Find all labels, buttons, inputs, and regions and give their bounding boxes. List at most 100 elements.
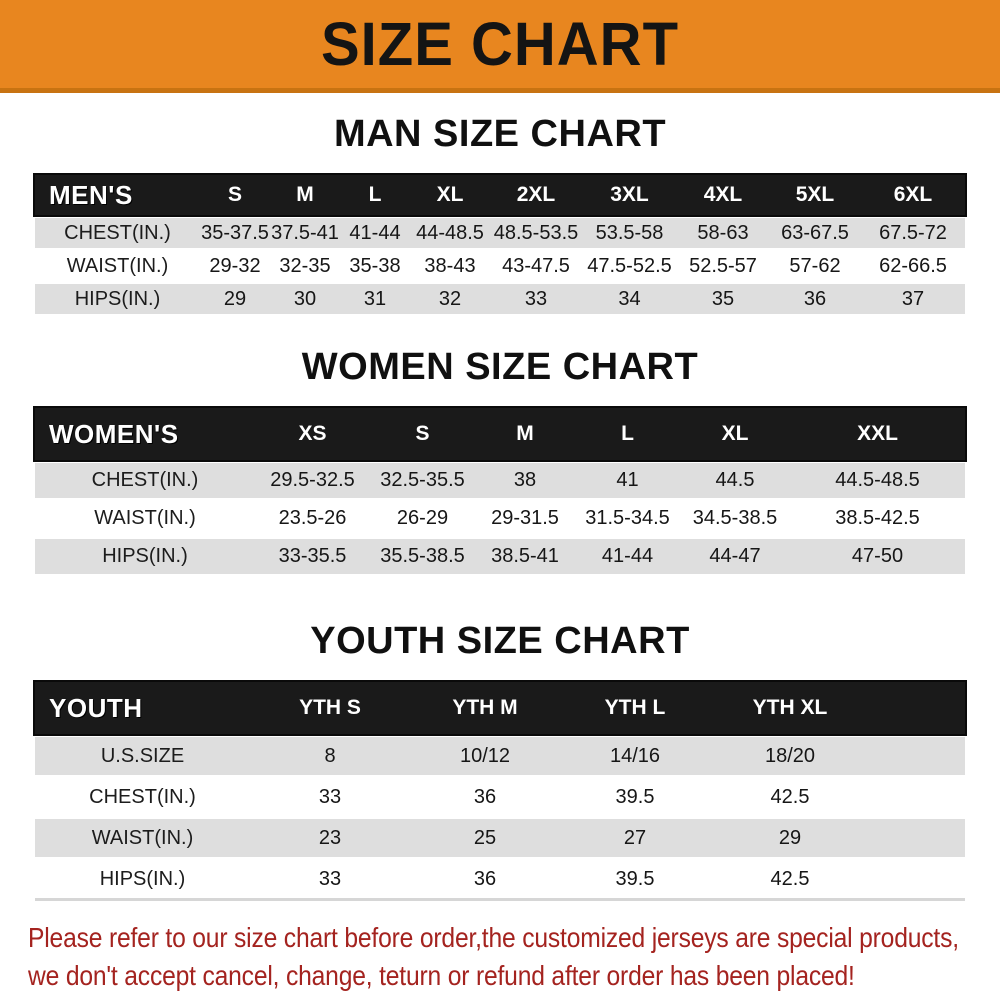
size-value: 37: [901, 287, 925, 310]
row-label: HIPS(IN.): [74, 287, 161, 310]
row-label: CHEST(IN.): [89, 785, 196, 808]
size-value: 44-47: [709, 545, 761, 567]
men-section-heading: MAN SIZE CHART: [333, 113, 667, 155]
men-size-section: MAN SIZE CHART MEN'S S M L XL 2XL 3XL 4XL 5XL 6XL…: [35, 113, 965, 314]
size-value: 36: [473, 785, 497, 808]
size-value: 38.5-42.5: [835, 507, 920, 529]
size-value: 58-63: [697, 221, 749, 244]
size-value: 25: [473, 826, 497, 849]
row-label: CHEST(IN.): [64, 221, 171, 244]
size-value: 42.5: [770, 867, 810, 890]
order-disclaimer: Please refer to our size chart before or…: [28, 919, 1000, 995]
size-value: 26-29: [396, 507, 449, 529]
size-value: 33: [524, 287, 548, 310]
table-header-label: WOMEN'S: [49, 418, 179, 449]
size-value: 33: [318, 785, 342, 808]
column-header: 4XL: [703, 183, 743, 206]
size-value: 67.5-72: [879, 221, 947, 244]
row-label: WAIST(IN.): [66, 254, 169, 277]
table-header-row: MEN'S S M L XL 2XL 3XL 4XL 5XL 6XL: [35, 175, 965, 215]
size-value: 8: [324, 744, 336, 767]
women-size-section: WOMEN SIZE CHART WOMEN'S XS S M L XL XXL CHEST(…: [35, 346, 965, 574]
table-header-row: WOMEN'S XS S M L XL XXL: [35, 408, 965, 460]
row-label: WAIST(IN.): [94, 507, 196, 529]
size-value: 10/12: [459, 744, 511, 767]
size-value: 31: [363, 287, 387, 310]
size-value: 33: [318, 867, 342, 890]
table-row: HIPS(IN.) 33-35.5 35.5-38.5 38.5-41 41-44 44-…: [35, 539, 965, 574]
column-header: M: [516, 422, 534, 445]
size-value: 62-66.5: [879, 254, 947, 277]
size-value: 29: [223, 287, 247, 310]
column-header: S: [227, 183, 242, 206]
column-header: XS: [298, 422, 327, 445]
column-header: YTH M: [452, 696, 518, 719]
column-header: 2XL: [516, 183, 556, 206]
disclaimer-line-2: we don't accept cancel, change, teturn o…: [28, 960, 855, 991]
size-value: 33-35.5: [278, 545, 347, 567]
column-header: XL: [436, 183, 464, 206]
size-value: 53.5-58: [595, 221, 664, 244]
size-value: 38.5-41: [491, 545, 559, 567]
table-header-label: MEN'S: [49, 179, 133, 210]
size-value: 32: [438, 287, 462, 310]
column-header: L: [621, 422, 634, 445]
size-value: 41-44: [349, 221, 401, 244]
size-value: 29-32: [209, 254, 261, 277]
table-row: WAIST(IN.) 29-32 32-35 35-38 38-43 43-47.5 47.…: [35, 251, 965, 281]
size-value: 18/20: [764, 744, 816, 767]
size-value: 23: [318, 826, 342, 849]
size-value: 41-44: [601, 545, 654, 567]
youth-section-heading: YOUTH SIZE CHART: [310, 620, 690, 662]
table-row: WAIST(IN.) 23.5-26 26-29 29-31.5 31.5-34.5 34…: [35, 501, 965, 536]
size-value: 44.5-48.5: [835, 469, 920, 491]
table-row: HIPS(IN.) 33 36 39.5 42.5: [35, 860, 965, 901]
column-header: XXL: [857, 422, 898, 445]
men-size-table: MEN'S S M L XL 2XL 3XL 4XL 5XL 6XL CHEST(IN.) 35-37…: [35, 175, 965, 314]
size-value: 43-47.5: [502, 254, 570, 277]
size-value: 35.5-38.5: [380, 545, 465, 567]
column-header: M: [296, 183, 314, 206]
size-value: 29: [778, 826, 802, 849]
size-value: 38: [513, 469, 537, 491]
column-header: 5XL: [795, 183, 835, 206]
size-value: 47.5-52.5: [587, 254, 672, 277]
women-size-table: WOMEN'S XS S M L XL XXL CHEST(IN.) 29.5-32.5 32.5…: [35, 408, 965, 574]
column-header: XL: [721, 422, 749, 445]
table-row: CHEST(IN.) 35-37.5 37.5-41 41-44 44-48.5 48.5…: [35, 218, 965, 248]
size-value: 42.5: [770, 785, 810, 808]
column-header: 6XL: [893, 183, 933, 206]
size-value: 48.5-53.5: [493, 221, 579, 244]
row-label: WAIST(IN.): [91, 826, 194, 849]
size-value: 34.5-38.5: [692, 507, 778, 529]
size-value: 23.5-26: [278, 507, 347, 529]
banner-title: SIZE CHART: [321, 9, 679, 79]
row-label: HIPS(IN.): [102, 545, 188, 567]
size-value: 34: [618, 287, 641, 310]
table-header-label: YOUTH: [49, 692, 143, 723]
size-value: 37.5-41: [271, 221, 339, 244]
women-section-heading: WOMEN SIZE CHART: [301, 346, 699, 388]
column-header: YTH S: [299, 696, 361, 719]
row-label: U.S.SIZE: [100, 744, 185, 767]
size-value: 32.5-35.5: [380, 469, 465, 491]
column-header: L: [368, 183, 382, 206]
table-header-row: YOUTH YTH S YTH M YTH L YTH XL: [35, 682, 965, 734]
size-value: 47-50: [851, 545, 904, 567]
size-value: 14/16: [609, 744, 661, 767]
size-value: 44-48.5: [416, 221, 484, 244]
size-value: 52.5-57: [689, 254, 757, 277]
table-row: WAIST(IN.) 23 25 27 29: [35, 819, 965, 857]
size-value: 35: [711, 287, 735, 310]
size-value: 36: [803, 287, 827, 310]
size-chart-banner: SIZE CHART: [0, 0, 1000, 93]
table-row: U.S.SIZE 8 10/12 14/16 18/20: [35, 737, 965, 775]
size-value: 32-35: [279, 254, 331, 277]
size-value: 39.5: [615, 867, 655, 890]
size-value: 29-31.5: [491, 507, 559, 529]
size-value: 44.5: [715, 469, 755, 491]
size-value: 35-37.5: [201, 221, 269, 244]
column-header: 3XL: [610, 183, 649, 206]
size-value: 57-62: [789, 254, 841, 277]
size-value: 27: [623, 826, 647, 849]
